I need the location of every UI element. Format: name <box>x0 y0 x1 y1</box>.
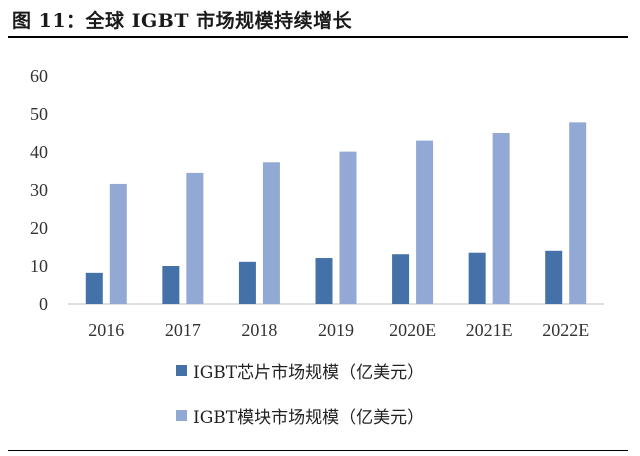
y-tick-label: 0 <box>39 294 48 314</box>
y-tick-label: 30 <box>30 180 48 200</box>
legend-item-module: IGBT模块市场规模（亿美元） <box>176 403 425 428</box>
y-tick-label: 40 <box>30 142 48 162</box>
x-tick-label: 2020E <box>389 320 436 340</box>
bar-chip-2020E <box>392 254 410 304</box>
x-tick-label: 2017 <box>165 320 201 340</box>
bar-module-2018 <box>262 162 280 304</box>
bar-chip-2018 <box>238 261 256 304</box>
x-tick-label: 2021E <box>466 320 513 340</box>
bar-chip-2016 <box>85 272 103 304</box>
legend-label-chip: IGBT芯片市场规模（亿美元） <box>193 362 425 383</box>
bar-module-2019 <box>339 151 357 304</box>
x-tick-label: 2018 <box>241 320 277 340</box>
y-tick-label: 20 <box>30 218 48 238</box>
bottom-divider <box>8 450 628 451</box>
title-divider <box>8 36 628 38</box>
bar-chip-2022E <box>545 250 563 304</box>
x-axis: 2016 2017 2018 2019 2020E 2021E 2022E <box>68 303 604 340</box>
legend-item-chip: IGBT芯片市场规模（亿美元） <box>176 358 425 383</box>
legend-swatch-chip <box>176 364 187 376</box>
legend-label-module: IGBT模块市场规模（亿美元） <box>193 407 425 428</box>
bar-module-2017 <box>186 172 204 304</box>
bar-chip-2021E <box>468 252 486 304</box>
bar-module-2022E <box>569 122 587 304</box>
bar-module-2016 <box>109 183 127 304</box>
bar-chip-2019 <box>315 258 333 304</box>
y-tick-label: 10 <box>30 256 48 276</box>
bar-module-2021E <box>492 133 510 304</box>
y-tick-label: 50 <box>30 104 48 124</box>
bar-module-2020E <box>416 140 434 304</box>
legend-swatch-module <box>176 409 187 421</box>
bar-chart: 0 10 20 30 40 50 60 2016 2017 2018 2019 2020E 2021E… <box>30 66 604 340</box>
bar-chip-2017 <box>162 266 180 304</box>
y-tick-label: 60 <box>30 66 48 86</box>
figure-title: 图 11：全球 IGBT 市场规模持续增长 <box>12 10 353 32</box>
y-axis: 0 10 20 30 40 50 60 <box>30 66 48 314</box>
x-tick-label: 2022E <box>542 320 589 340</box>
legend: IGBT芯片市场规模（亿美元） IGBT模块市场规模（亿美元） <box>176 358 424 448</box>
x-tick-label: 2016 <box>88 320 124 340</box>
bar-series <box>85 122 587 304</box>
x-tick-label: 2019 <box>318 320 354 340</box>
